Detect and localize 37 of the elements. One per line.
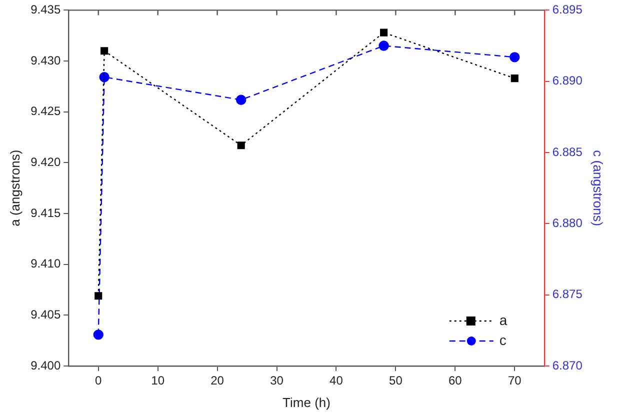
point xyxy=(237,142,245,150)
y-tick-label: 9.410 xyxy=(30,256,61,271)
y-tick-label: 9.430 xyxy=(30,53,61,68)
y-axis-title: a (angstrons) xyxy=(7,150,22,226)
x-tick-label: 60 xyxy=(448,374,462,388)
y-tick-label: 9.415 xyxy=(30,206,61,220)
y2-tick-label: 6.875 xyxy=(552,287,583,302)
point xyxy=(99,72,110,82)
y2-tick-label: 6.870 xyxy=(552,358,583,372)
point xyxy=(93,330,104,340)
y-tick-label: 9.420 xyxy=(30,155,61,169)
x-axis-title: Time (h) xyxy=(282,394,330,410)
point xyxy=(94,292,102,300)
y2-tick-label: 6.895 xyxy=(552,2,583,17)
y-tick-label: 9.435 xyxy=(30,2,61,17)
y2-tick-label: 6.885 xyxy=(552,144,583,159)
y-tick-label: 9.425 xyxy=(30,104,61,118)
x-tick-label: 10 xyxy=(151,374,165,388)
y2-tick-label: 6.880 xyxy=(552,216,583,230)
point xyxy=(380,28,388,36)
x-tick-label: 20 xyxy=(210,374,224,388)
x-tick-label: 70 xyxy=(508,374,522,388)
x-tick-label: 50 xyxy=(389,374,403,388)
point xyxy=(378,40,389,51)
y2-axis-title: c (angstrons) xyxy=(590,150,606,226)
x-tick-label: 30 xyxy=(270,374,284,388)
y-tick-label: 9.400 xyxy=(30,358,61,372)
x-tick-label: 0 xyxy=(95,374,102,388)
x-tick-label: 40 xyxy=(330,374,344,388)
point xyxy=(100,47,108,55)
legend-label: c xyxy=(499,332,506,348)
point xyxy=(236,94,246,105)
y2-tick-label: 6.890 xyxy=(552,74,583,88)
point xyxy=(510,52,520,62)
legend-label: a xyxy=(499,312,508,328)
y-tick-label: 9.405 xyxy=(30,307,61,322)
point xyxy=(510,74,518,82)
